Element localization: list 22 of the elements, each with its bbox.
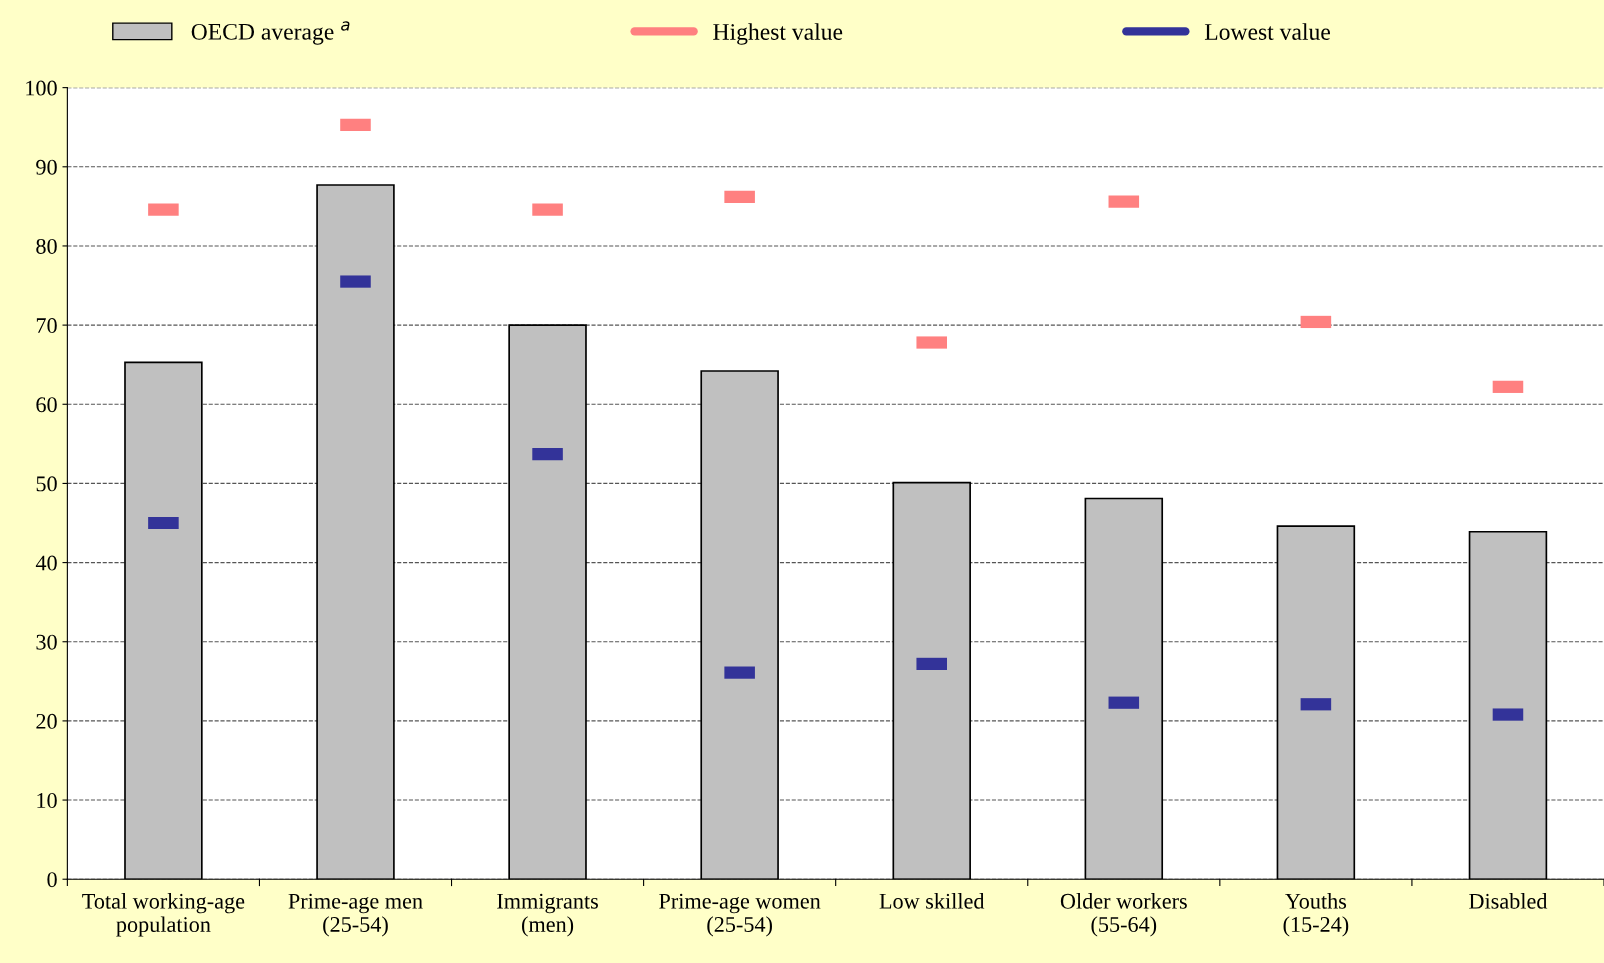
y-tick-label: 60 [36, 397, 57, 413]
legend-label: Lowest value [1204, 23, 1330, 40]
y-tick-label: 40 [35, 555, 57, 571]
y-tick-label: 90 [36, 159, 57, 175]
x-tick-label: Disabled [1469, 893, 1548, 909]
y-tick-label: 30 [36, 634, 57, 650]
x-tick-label: Total working-age population [82, 893, 245, 937]
y-tick-label: 100 [26, 80, 57, 96]
y-tick-label: 50 [36, 476, 57, 492]
y-tick-label: 20 [36, 713, 57, 729]
x-tick-label: Youths (15-24) [1283, 893, 1349, 937]
y-tick-label: 70 [36, 318, 57, 334]
x-tick-label: Older workers (55-64) [1060, 893, 1187, 937]
x-tick-label: Prime-age women (25-54) [659, 893, 821, 937]
legend-label: OECD average $^{a}$ [191, 21, 350, 45]
y-tick-label: 80 [36, 238, 57, 254]
x-tick-label: Immigrants (men) [497, 893, 598, 937]
x-tick-label: Prime-age men (25-54) [288, 893, 423, 937]
legend-label: Highest value [713, 23, 843, 45]
y-tick-label: 0 [47, 872, 57, 888]
x-tick-label: Low skilled [879, 893, 985, 909]
y-tick-label: 10 [37, 792, 57, 808]
